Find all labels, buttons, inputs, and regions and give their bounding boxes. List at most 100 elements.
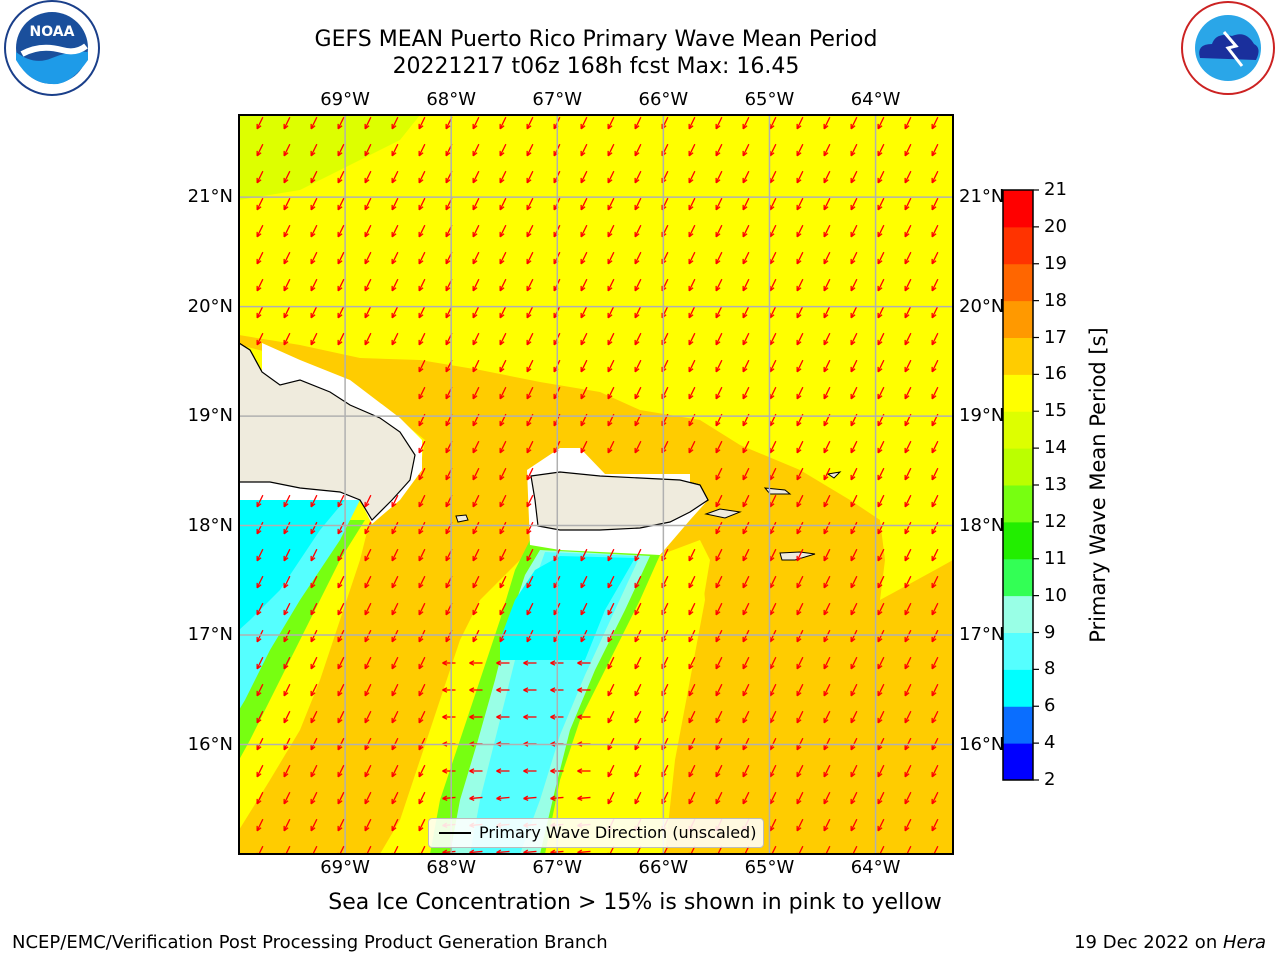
wave-arrow-head [877,314,883,319]
wave-arrow-head [526,395,532,400]
wave-arrow-head [283,746,289,751]
wave-arrow-head [904,314,910,319]
wave-arrow-head [445,395,451,400]
wave-arrow-head [337,773,343,778]
wave-arrow-head [823,800,829,805]
wave-arrow-head [688,449,694,454]
wave-arrow-head [580,152,586,157]
wave-arrow-head [442,714,448,718]
wave-arrow [526,602,534,616]
wave-arrow-head [469,716,475,720]
wave-arrow-head [391,206,397,211]
wave-arrow [472,494,480,508]
wave-arrow-head [688,773,694,778]
wave-arrow [337,494,345,508]
wave-arrow [472,359,480,373]
wave-arrow-head [283,773,289,778]
wave-arrow-head [472,341,478,346]
wave-arrow [310,791,318,805]
wave-arrow-head [877,638,883,643]
wave-arrow-head [472,476,478,481]
wave-arrow-head [283,260,289,265]
wave-arrow-head [523,770,529,774]
wave-arrow [364,764,372,778]
wave-arrow [931,224,939,238]
wave-arrow [472,467,480,481]
wave-arrow-head [769,422,775,427]
wave-arrow-head [364,638,370,643]
wave-arrow [877,197,885,211]
wave-arrow-head [634,449,640,454]
wave-arrow-head [850,719,856,724]
footnote: Sea Ice Concentration > 15% is shown in … [0,890,1280,915]
wave-arrow [931,764,939,778]
wave-arrow-head [850,233,856,238]
wave-arrow-head [391,557,397,562]
wave-arrow-head [577,714,583,718]
wave-arrow-head [496,741,502,745]
wave-arrow [526,359,534,373]
wave-arrow-head [742,206,748,211]
wave-arrow-head [577,716,583,720]
wave-arrow [258,845,264,854]
wave-arrow-head [823,665,829,670]
wave-arrow [472,170,480,184]
wave-arrow-head [469,770,475,774]
wave-arrow-head [442,795,448,800]
wave-arrow-head [850,206,856,211]
wave-arrow-head [634,314,640,319]
wave-arrow-head [715,422,721,427]
wave-arrow-head [310,233,316,238]
wave-arrow [634,440,642,454]
wave-arrow [499,278,507,292]
wave-arrow-head [283,206,289,211]
wave-arrow-head [499,368,505,373]
wave-arrow [256,197,264,211]
wave-arrow [823,332,831,346]
wave-arrow-head [499,584,505,589]
wave-arrow-head [469,689,475,693]
wave-arrow-head [742,422,748,427]
wave-arrow-head [850,827,856,832]
wave-arrow-head [364,584,370,589]
wave-arrow-head [445,530,451,535]
wave-arrow-head [823,152,829,157]
wave-arrow [634,197,642,211]
wave-arrow [607,251,615,265]
wave-arrow [931,575,939,589]
wave-arrow-head [607,287,613,292]
wave-arrow-head [850,125,856,130]
wave-arrow-head [715,368,721,373]
wave-arrow [634,251,642,265]
wave-arrow-head [850,341,856,346]
wave-arrow [339,845,345,854]
lat-label-right: 21°N [959,186,1005,208]
wave-arrow-head [445,476,451,481]
wave-arrow [877,521,885,535]
wave-arrow [904,440,912,454]
wave-arrow-head [499,233,505,238]
lat-label-left: 16°N [187,733,233,755]
wave-arrow-head [418,152,424,157]
wave-arrow [634,278,642,292]
wave-arrow [337,683,345,697]
chart-title: GEFS MEAN Puerto Rico Primary Wave Mean … [314,27,878,52]
colorbar-segment [1003,521,1033,560]
wave-arrow-head [550,714,556,718]
wave-arrow [850,629,858,643]
lat-label-right: 19°N [959,405,1005,427]
wave-arrow-head [877,395,883,400]
wave-arrow-head [310,125,316,130]
wave-arrow-head [526,368,532,373]
wave-arrow [256,116,264,130]
wave-arrow-head [716,855,720,858]
wave-arrow [337,791,345,805]
wave-arrow [337,818,345,832]
hispaniola-land-top [239,342,416,521]
noaa-logo-text: NOAA [30,24,75,40]
wave-arrow-head [769,719,775,724]
wave-arrow [904,386,912,400]
chart-subtitle: 20221217 t06z 168h fcst Max: 16.45 [392,54,800,79]
wave-arrow-head [823,530,829,535]
